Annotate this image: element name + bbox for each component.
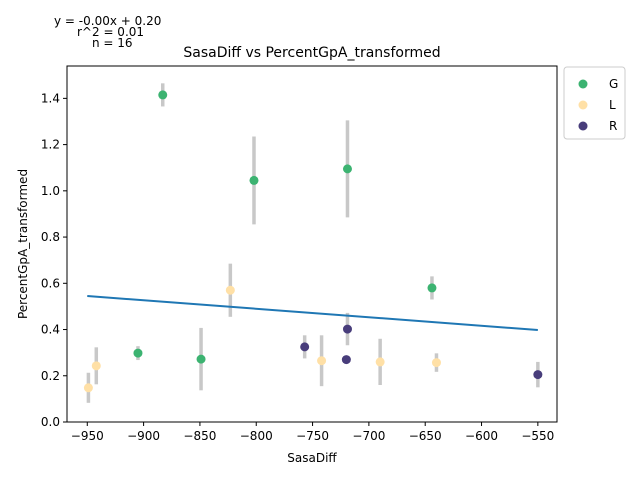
chart-title: SasaDiff vs PercentGpA_transformed (183, 45, 440, 61)
fit-line-group (87, 295, 538, 331)
plot-frame (66, 65, 558, 423)
data-point-l (431, 358, 441, 368)
x-tick-label: −950 (71, 429, 104, 443)
x-tick-label: −900 (127, 429, 160, 443)
data-points (83, 90, 543, 393)
x-tick-label: −600 (465, 429, 498, 443)
error-bars (86, 83, 540, 403)
data-point-g (158, 90, 168, 100)
data-point-r (300, 342, 310, 352)
regression-line (87, 295, 538, 331)
x-tick-label: −800 (240, 429, 273, 443)
data-point-l (375, 357, 385, 367)
x-tick-label: −650 (409, 429, 442, 443)
data-point-g (342, 164, 352, 174)
data-point-r (533, 370, 543, 380)
data-point-r (342, 324, 352, 334)
data-point-r (341, 355, 351, 365)
x-axis-label: SasaDiff (287, 451, 337, 465)
data-point-l (83, 383, 93, 393)
y-tick-label: 0.0 (41, 415, 60, 429)
data-point-l (317, 356, 327, 366)
x-axis-ticks: −950 −900 −850 −800 −750 −700 −650 −600 −550 (71, 422, 554, 443)
y-tick-label: 0.2 (41, 369, 60, 383)
y-tick-label: 1.4 (41, 91, 60, 105)
data-point-l (91, 361, 101, 371)
plot-area (83, 83, 543, 403)
x-tick-label: −750 (296, 429, 329, 443)
legend-marker-g (578, 79, 588, 89)
annotation-r-squared: r^2 = 0.01 (77, 25, 144, 39)
legend-marker-l (578, 100, 588, 110)
y-tick-label: 1.0 (41, 184, 60, 198)
legend: GLR (563, 66, 626, 140)
y-axis-ticks: 0.0 0.2 0.4 0.6 0.8 1.0 1.2 1.4 (41, 91, 67, 429)
regression-annotations: y = -0.00x + 0.20 r^2 = 0.01 n = 16 (54, 14, 161, 50)
y-tick-label: 1.2 (41, 138, 60, 152)
x-tick-label: −850 (183, 429, 216, 443)
y-tick-label: 0.4 (41, 323, 60, 337)
annotation-n: n = 16 (92, 36, 133, 50)
legend-marker-r (578, 121, 588, 131)
x-tick-label: −550 (521, 429, 554, 443)
data-point-g (133, 348, 143, 358)
legend-label-l: L (609, 98, 616, 112)
data-point-g (427, 283, 437, 293)
y-tick-label: 0.6 (41, 276, 60, 290)
legend-label-g: G (609, 77, 618, 91)
legend-label-r: R (609, 119, 617, 133)
y-axis-label: PercentGpA_transformed (16, 169, 30, 319)
x-tick-label: −700 (352, 429, 385, 443)
data-point-g (196, 354, 206, 364)
data-point-l (225, 285, 235, 295)
data-point-g (249, 175, 259, 185)
y-tick-label: 0.8 (41, 230, 60, 244)
annotation-equation: y = -0.00x + 0.20 (54, 14, 161, 28)
